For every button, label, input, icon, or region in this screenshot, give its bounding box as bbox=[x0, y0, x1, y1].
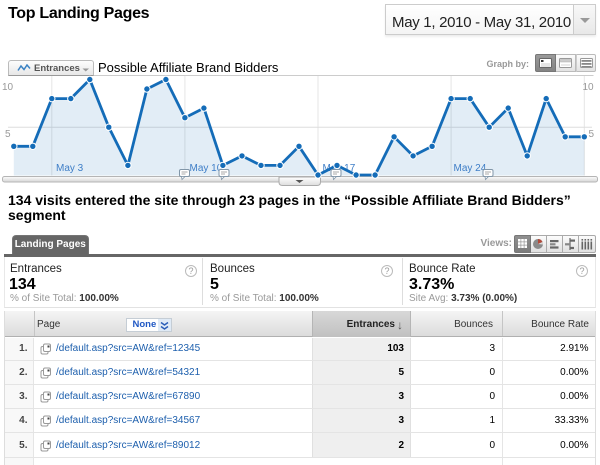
svg-text:May 17: May 17 bbox=[323, 163, 356, 174]
svg-text:10: 10 bbox=[2, 82, 14, 93]
svg-text:May 10: May 10 bbox=[190, 163, 223, 174]
svg-text:10: 10 bbox=[583, 82, 595, 93]
svg-text:May 3: May 3 bbox=[56, 163, 84, 174]
svg-text:May 24: May 24 bbox=[454, 163, 487, 174]
svg-text:5: 5 bbox=[5, 129, 11, 140]
svg-text:5: 5 bbox=[589, 129, 595, 140]
